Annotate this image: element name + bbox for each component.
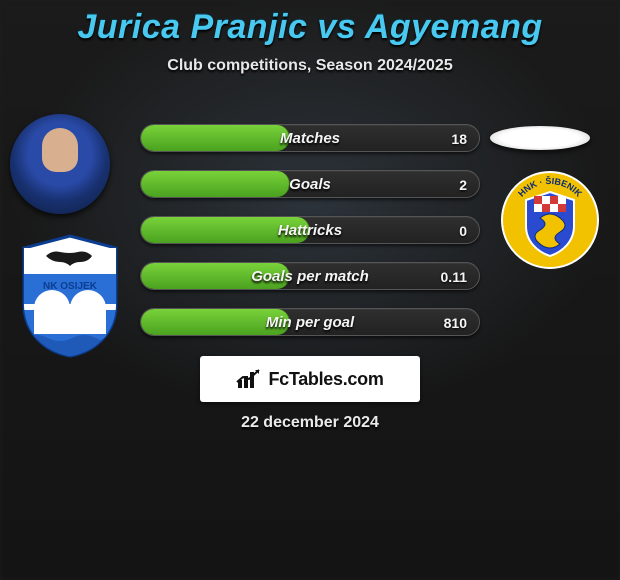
right-player-avatar — [490, 126, 590, 150]
stat-label: Goals — [141, 171, 479, 197]
branding-badge: FcTables.com — [200, 356, 420, 402]
left-club-text: NK OSIJEK — [43, 281, 98, 292]
stats-panel: Matches18 Goals2 Hattricks0 Goals per match… — [140, 124, 480, 354]
stat-row: Goals per match0.11 — [140, 262, 480, 290]
stat-value-right: 0 — [459, 217, 467, 243]
stat-row: Min per goal810 — [140, 308, 480, 336]
stat-label: Hattricks — [141, 217, 479, 243]
stat-row: Matches18 — [140, 124, 480, 152]
page-title: Jurica Pranjic vs Agyemang — [0, 0, 620, 47]
right-club-logo: HNK · ŠIBENIK — [500, 170, 600, 270]
branding-text: FcTables.com — [268, 369, 383, 390]
stat-label: Matches — [141, 125, 479, 151]
stat-value-right: 0.11 — [441, 263, 467, 289]
stat-value-right: 810 — [444, 309, 467, 335]
date-text: 22 december 2024 — [0, 414, 620, 432]
chart-icon — [236, 368, 262, 390]
subtitle: Club competitions, Season 2024/2025 — [0, 57, 620, 75]
stat-label: Min per goal — [141, 309, 479, 335]
stat-value-right: 18 — [451, 125, 467, 151]
left-player-avatar — [10, 114, 110, 214]
left-club-logo: NK OSIJEK — [20, 234, 120, 358]
stat-label: Goals per match — [141, 263, 479, 289]
stat-row: Hattricks0 — [140, 216, 480, 244]
stat-value-right: 2 — [459, 171, 467, 197]
stat-row: Goals2 — [140, 170, 480, 198]
